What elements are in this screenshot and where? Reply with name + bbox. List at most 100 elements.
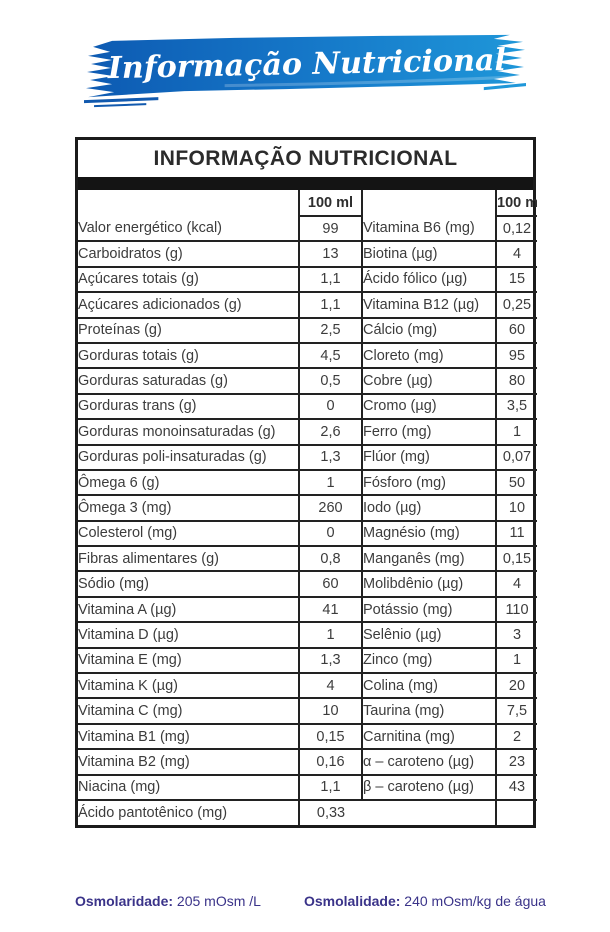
nutrient-label: Niacina (mg) [78, 774, 299, 801]
nutrient-value: 1,1 [298, 292, 363, 319]
table-title: INFORMAÇÃO NUTRICIONAL [153, 146, 458, 170]
nutrient-value: 1,1 [298, 774, 363, 801]
nutrition-table: INFORMAÇÃO NUTRICIONAL 100 ml Valor ener… [75, 137, 537, 829]
nutrient-label: Fósforo (mg) [363, 469, 496, 497]
nutrient-label: Gorduras saturadas (g) [78, 368, 299, 395]
brush-main-shape [86, 34, 525, 98]
table-body: 100 ml Valor energético (kcal) 99 Carboi… [78, 190, 537, 826]
right-rows: Vitamina B6 (mg) 0,12 Biotina (µg) 4 Áci… [363, 216, 537, 826]
nutrient-label: Vitamina C (mg) [78, 698, 299, 725]
nutrient-label: Fibras alimentares (g) [78, 546, 299, 573]
nutrition-table-right: 100 ml Vitamina B6 (mg) 0,12 Biotina (µg… [363, 190, 537, 826]
table-row: Vitamina B6 (mg) 0,12 [363, 216, 537, 243]
table-row: Gorduras trans (g) 0 [78, 393, 363, 421]
nutrient-label: Vitamina B6 (mg) [363, 216, 496, 243]
nutrient-value: 1 [298, 622, 363, 649]
table-row: Flúor (mg) 0,07 [363, 444, 537, 471]
osmolarity-note: Osmolaridade: 205 mOsm /L [75, 893, 261, 909]
nutrient-value: 3 [495, 622, 537, 649]
nutrient-label: Açúcares adicionados (g) [78, 292, 299, 319]
table-row: Molibdênio (µg) 4 [363, 571, 537, 598]
nutrient-label: Gorduras poli-insaturadas (g) [78, 444, 299, 471]
nutrient-value: 0,07 [495, 444, 537, 471]
nutrient-value: 0,5 [298, 368, 363, 395]
table-row: Zinco (mg) 1 [363, 647, 537, 675]
nutrient-label: Biotina (µg) [363, 241, 496, 268]
nutrient-value: 110 [495, 596, 537, 624]
column-header-right: 100 ml [495, 190, 537, 217]
nutrient-value: 1 [495, 419, 537, 446]
nutrient-label: Ácido pantotênico (mg) [78, 805, 228, 822]
nutrient-value: 10 [495, 495, 537, 522]
nutrient-label: Manganês (mg) [363, 546, 496, 573]
table-row: Vitamina B2 (mg) 0,16 [78, 749, 363, 776]
nutrient-value: 0,8 [298, 546, 363, 573]
brush-seam-highlight [224, 75, 526, 88]
table-row: Açúcares adicionados (g) 1,1 [78, 292, 363, 319]
nutrient-label: Cobre (µg) [363, 368, 496, 395]
nutrient-value: 7,5 [495, 698, 537, 725]
nutrient-value [495, 799, 537, 826]
nutrient-value: 15 [495, 266, 537, 294]
nutrient-value: 0 [298, 393, 363, 421]
table-row: Ômega 6 (g) 1 [78, 469, 363, 497]
nutrient-value: 4,5 [298, 342, 363, 370]
table-row: Cobre (µg) 80 [363, 368, 537, 395]
nutrient-label: Flúor (mg) [363, 444, 496, 471]
nutrient-value: 3,5 [495, 393, 537, 421]
table-row: Vitamina A (µg) 41 [78, 596, 363, 624]
table-row: Ácido pantotênico (mg) 0,33 [78, 799, 362, 826]
nutrient-label: Carboidratos (g) [78, 241, 299, 268]
table-row: α – caroteno (µg) 23 [363, 749, 537, 776]
nutrient-value: 1,3 [298, 444, 363, 471]
nutrient-label: Ferro (mg) [363, 419, 496, 446]
nutrient-value: 43 [495, 774, 537, 801]
nutrient-value: 1,1 [298, 266, 363, 294]
nutrient-value: 80 [495, 368, 537, 395]
nutrient-label: Selênio (µg) [363, 622, 496, 649]
table-row: Cromo (µg) 3,5 [363, 393, 537, 421]
left-rows: Valor energético (kcal) 99 Carboidratos … [78, 216, 363, 826]
nutrient-label: Vitamina B12 (µg) [363, 292, 496, 319]
nutrient-label: Potássio (mg) [363, 596, 496, 624]
nutrient-value: 13 [298, 241, 363, 268]
table-row: Manganês (mg) 0,15 [363, 546, 537, 573]
table-row: Gorduras monoinsaturadas (g) 2,6 [78, 419, 363, 446]
nutrient-label: Gorduras monoinsaturadas (g) [78, 419, 299, 446]
nutrient-label: Ácido fólico (µg) [363, 266, 496, 294]
nutrient-label: Cálcio (mg) [363, 317, 496, 344]
nutrient-value: 4 [495, 241, 537, 268]
brush-streak-1 [84, 97, 159, 104]
table-row: Ômega 3 (mg) 260 [78, 495, 363, 522]
osmolality-label: Osmolalidade: [303, 893, 401, 909]
table-row: Magnésio (mg) 11 [363, 520, 537, 548]
table-row: Vitamina D (µg) 1 [78, 622, 363, 649]
nutrient-label: Vitamina A (µg) [78, 596, 299, 624]
nutrient-label: Taurina (mg) [363, 698, 496, 725]
table-row: Potássio (mg) 110 [363, 596, 537, 624]
nutrient-value: 99 [298, 216, 363, 243]
nutrient-value: 0,25 [495, 292, 537, 319]
nutrient-value: 95 [495, 342, 537, 370]
nutrient-value: 1 [495, 647, 537, 675]
table-row: Ácido fólico (µg) 15 [363, 266, 537, 294]
nutrient-value: 41 [298, 596, 363, 624]
table-row: Colina (mg) 20 [363, 673, 537, 700]
table-row: Cloreto (mg) 95 [363, 342, 537, 370]
table-row: Vitamina K (µg) 4 [78, 673, 363, 700]
banner: Informação Nutricional [84, 30, 526, 110]
table-row: Cálcio (mg) 60 [363, 317, 537, 344]
table-row: Fósforo (mg) 50 [363, 469, 537, 497]
table-row: Gorduras saturadas (g) 0,5 [78, 368, 363, 395]
nutrient-value: 2 [495, 723, 537, 751]
osmolality-value: 240 mOsm/kg de água [400, 893, 546, 909]
table-row: Fibras alimentares (g) 0,8 [78, 546, 363, 573]
table-row: Colesterol (mg) 0 [78, 520, 363, 548]
nutrient-label: Vitamina E (mg) [78, 647, 299, 675]
nutrient-value: 2,5 [298, 317, 363, 344]
nutrient-label: Gorduras totais (g) [78, 342, 299, 370]
nutrient-value: 0,15 [495, 546, 537, 573]
table-row: Valor energético (kcal) 99 [78, 216, 363, 243]
nutrient-value: 0,12 [495, 216, 537, 243]
